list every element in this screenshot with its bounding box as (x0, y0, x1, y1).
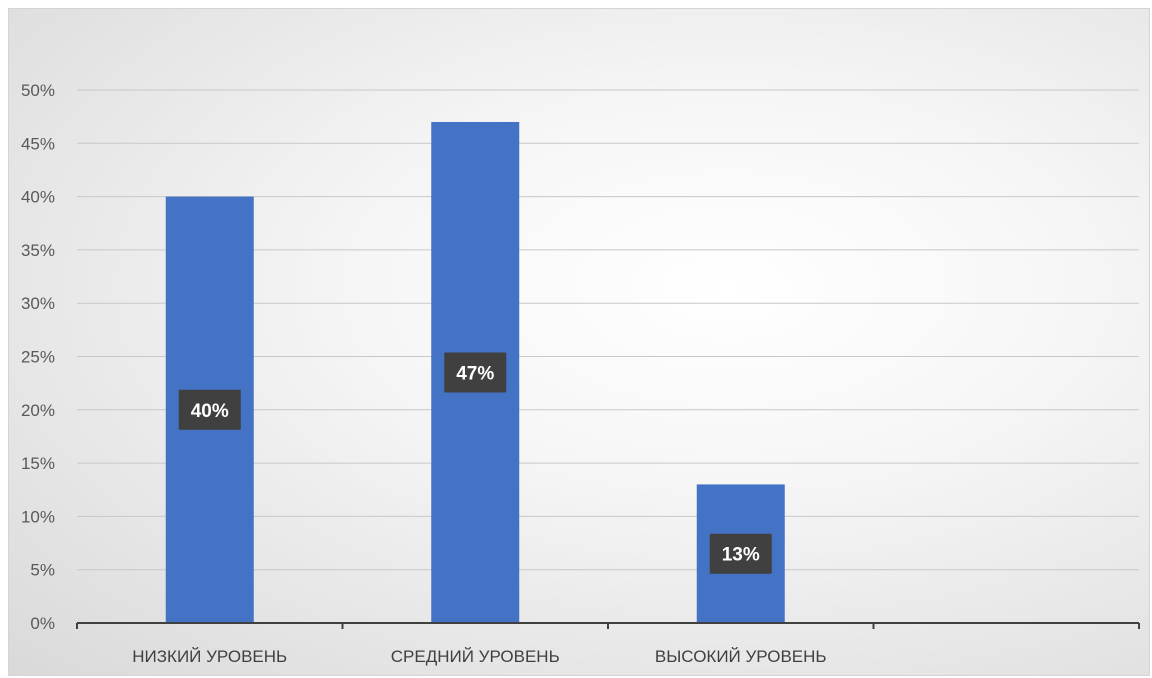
y-tick-label: 50% (21, 81, 55, 100)
y-axis-ticks: 0% 5% 10% 15% 20% 25% 30% 35% 40% 45% 50% (21, 81, 55, 633)
data-label: 13% (722, 545, 760, 566)
data-label: 47% (456, 363, 494, 384)
gridlines (77, 89, 1139, 571)
y-tick-label: 20% (21, 401, 55, 420)
data-label-box (444, 352, 507, 393)
y-tick-label: 45% (21, 134, 55, 153)
x-category-label: СРЕДНИЙ УРОВЕНЬ (391, 647, 560, 666)
x-axis: НИЗКИЙ УРОВЕНЬ СРЕДНИЙ УРОВЕНЬ ВЫСОКИЙ УРО… (76, 622, 1140, 666)
y-tick-label: 30% (21, 294, 55, 313)
y-tick-label: 0% (30, 614, 55, 633)
x-category-label: ВЫСОКИЙ УРОВЕНЬ (655, 647, 827, 666)
y-tick-label: 25% (21, 348, 55, 367)
x-category-label: НИЗКИЙ УРОВЕНЬ (132, 647, 287, 666)
chart-container: 0% 5% 10% 15% 20% 25% 30% 35% 40% 45% 50% НИЗКИЙ У… (8, 8, 1150, 676)
y-tick-label: 35% (21, 241, 55, 260)
data-labels: 40% 47% 13% (178, 352, 772, 574)
y-tick-label: 40% (21, 188, 55, 207)
data-label-box (709, 533, 772, 574)
y-tick-label: 5% (30, 561, 55, 580)
bar-chart: 0% 5% 10% 15% 20% 25% 30% 35% 40% 45% 50% НИЗКИЙ У… (21, 81, 1140, 666)
data-label-box (178, 389, 241, 430)
data-label: 40% (191, 401, 229, 422)
y-tick-label: 15% (21, 454, 55, 473)
y-tick-label: 10% (21, 507, 55, 526)
